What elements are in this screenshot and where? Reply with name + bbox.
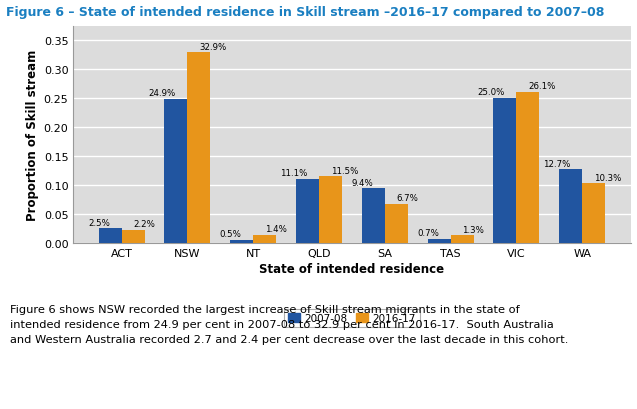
Text: 26.1%: 26.1% xyxy=(528,82,555,91)
Text: 2.2%: 2.2% xyxy=(133,220,155,229)
X-axis label: State of intended residence: State of intended residence xyxy=(259,262,445,275)
Bar xyxy=(494,99,517,243)
Text: 2.5%: 2.5% xyxy=(89,218,110,227)
Text: 25.0%: 25.0% xyxy=(478,88,505,97)
Bar xyxy=(187,53,210,243)
Text: Figure 6 – State of intended residence in Skill stream –2016–17 compared to 2007: Figure 6 – State of intended residence i… xyxy=(6,6,605,19)
Bar xyxy=(122,231,145,243)
Bar xyxy=(427,239,450,243)
Text: 11.1%: 11.1% xyxy=(280,169,308,178)
Text: 6.7%: 6.7% xyxy=(396,194,419,203)
Bar xyxy=(559,170,582,243)
Bar xyxy=(296,179,319,243)
Bar xyxy=(582,184,605,243)
Text: 9.4%: 9.4% xyxy=(352,178,373,187)
Text: 1.4%: 1.4% xyxy=(265,225,287,234)
Bar xyxy=(254,235,276,243)
Text: 12.7%: 12.7% xyxy=(543,159,571,168)
Text: 10.3%: 10.3% xyxy=(594,173,621,182)
Y-axis label: Proportion of Skill stream: Proportion of Skill stream xyxy=(27,49,39,220)
Legend: 2007-08, 2016-17: 2007-08, 2016-17 xyxy=(283,309,420,328)
Bar xyxy=(230,240,254,243)
Text: 0.5%: 0.5% xyxy=(220,230,241,239)
Bar xyxy=(99,229,122,243)
Text: 32.9%: 32.9% xyxy=(199,43,226,52)
Text: 1.3%: 1.3% xyxy=(462,225,484,234)
Bar xyxy=(362,189,385,243)
Text: 24.9%: 24.9% xyxy=(148,89,176,98)
Text: 11.5%: 11.5% xyxy=(331,166,358,175)
Bar xyxy=(164,99,187,243)
Bar xyxy=(319,177,342,243)
Bar xyxy=(385,204,408,243)
Text: 0.7%: 0.7% xyxy=(417,229,439,238)
Bar xyxy=(450,236,474,243)
Text: Figure 6 shows NSW recorded the largest increase of Skill stream migrants in the: Figure 6 shows NSW recorded the largest … xyxy=(10,305,568,344)
Bar xyxy=(517,92,540,243)
